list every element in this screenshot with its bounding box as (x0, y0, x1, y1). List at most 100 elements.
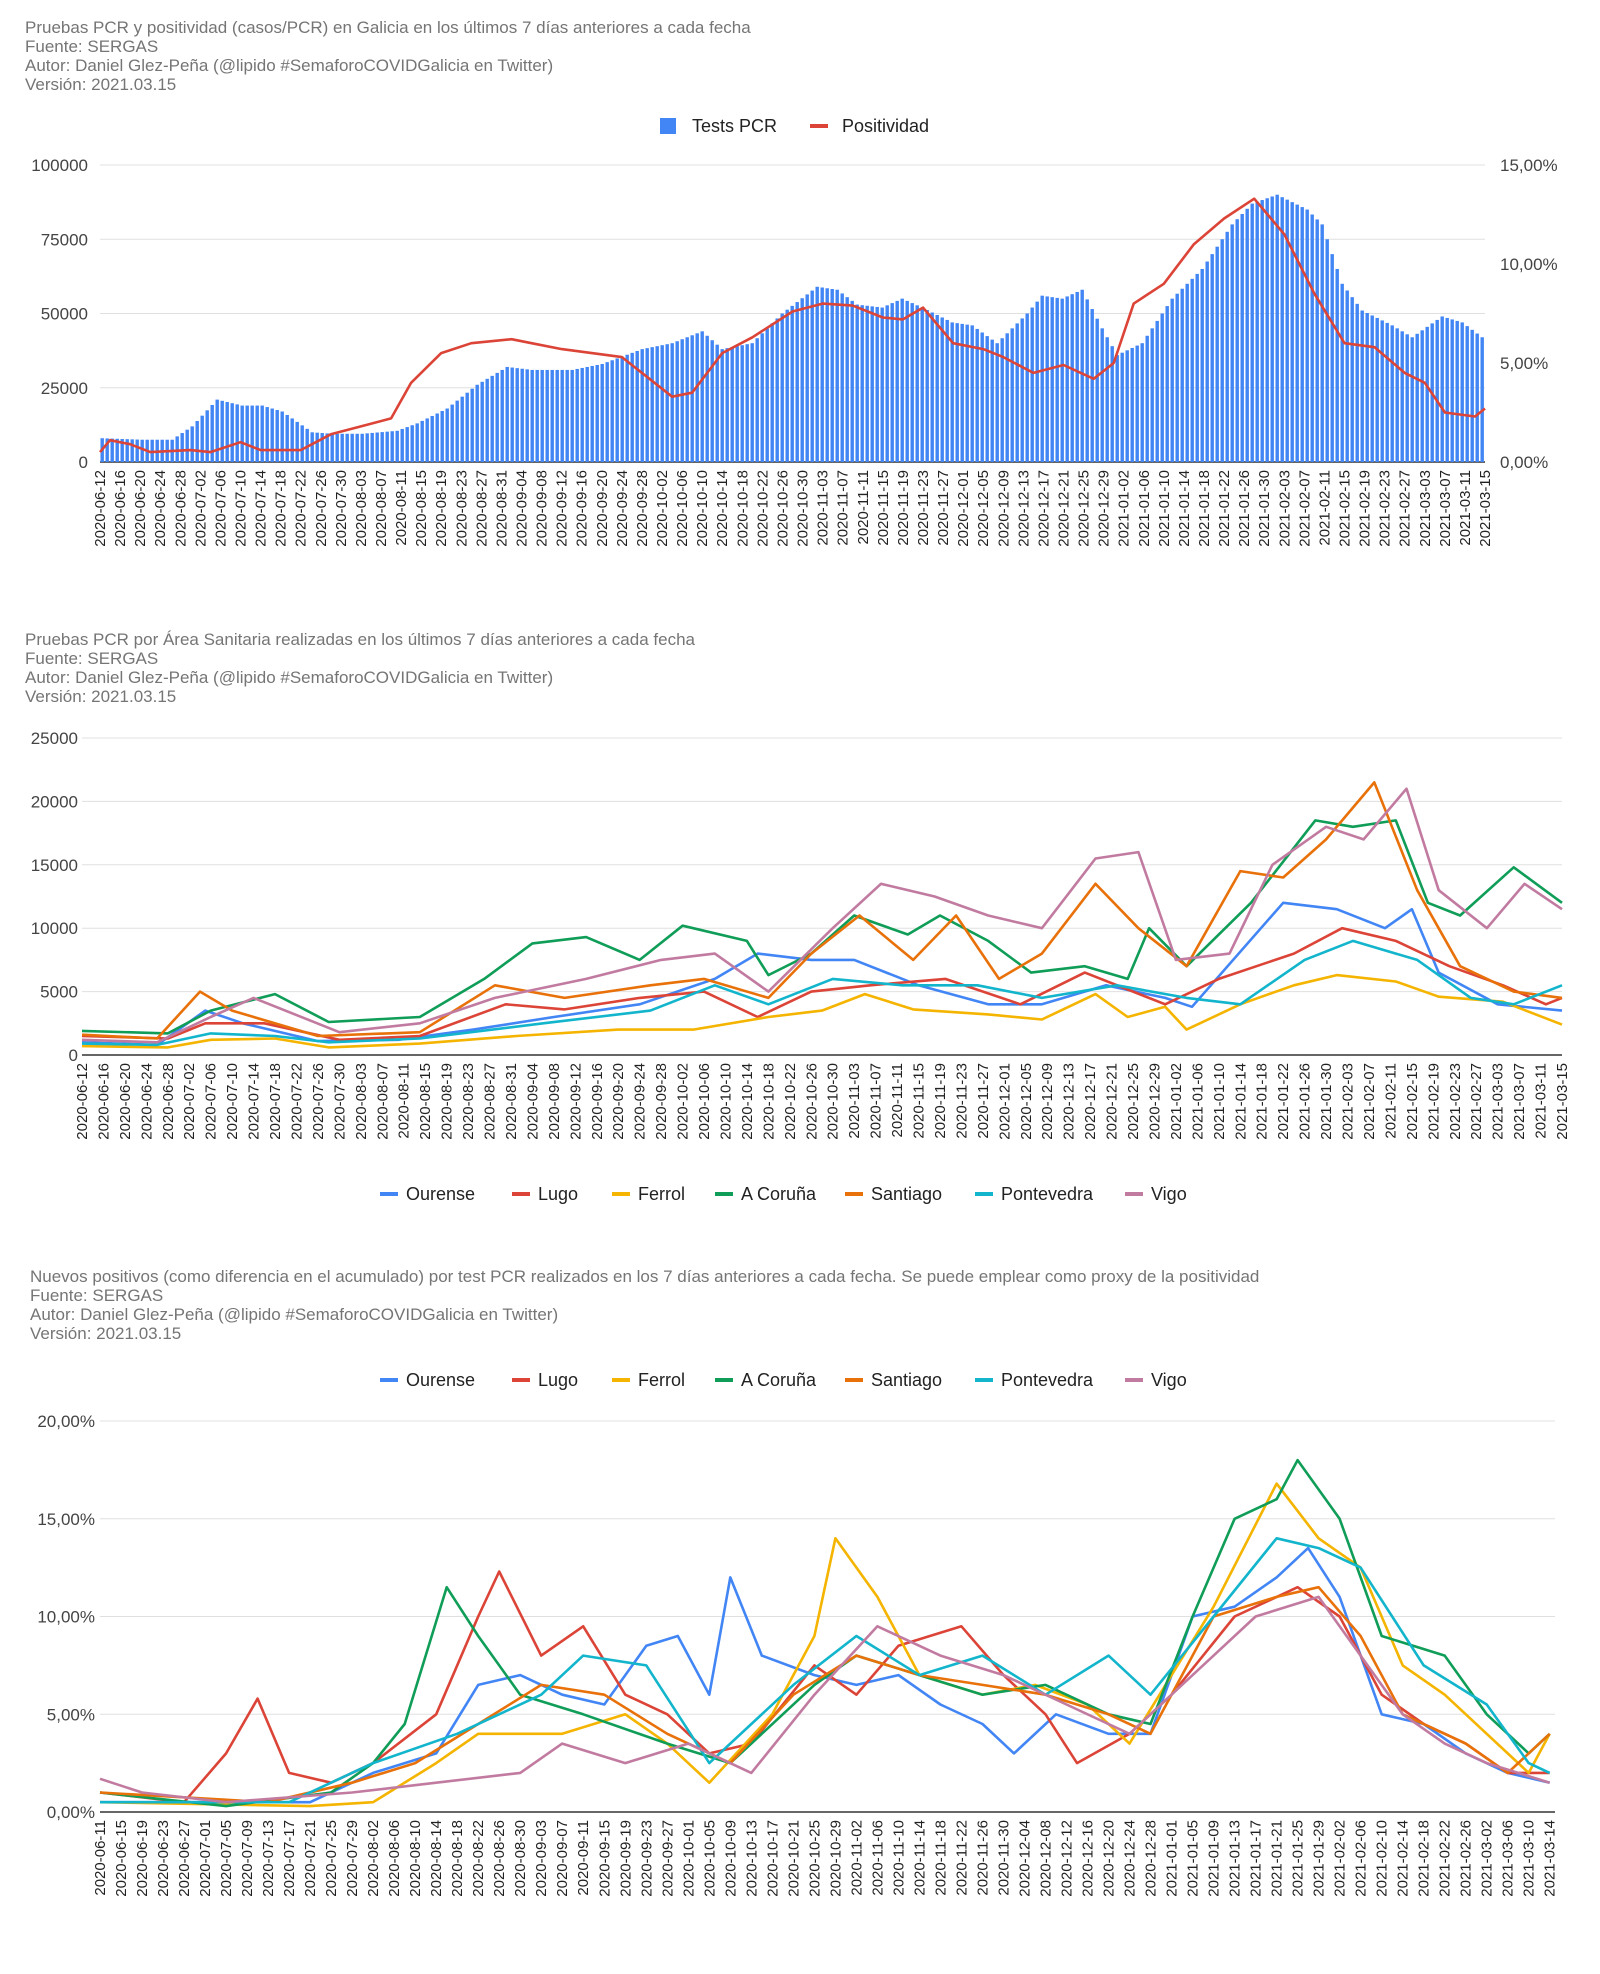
x-tick-label: 2020-06-12 (92, 470, 109, 547)
bar (1370, 315, 1374, 462)
bar (1135, 345, 1139, 462)
x-tick-label: 2021-01-18 (1254, 1063, 1271, 1140)
x-tick-label: 2020-11-15 (875, 470, 892, 546)
bar (1300, 207, 1304, 462)
x-tick-label: 2020-06-15 (113, 1820, 130, 1897)
bar (195, 421, 199, 462)
bar (1425, 326, 1429, 462)
series-line-ferrol (81, 973, 1563, 1049)
bar (390, 431, 394, 462)
bar (285, 414, 289, 462)
bar (550, 369, 554, 462)
bar (260, 405, 264, 462)
chart-version: Versión: 2021.03.15 (25, 687, 177, 706)
bar (525, 369, 529, 462)
bar (1030, 307, 1034, 462)
bar (320, 433, 324, 462)
x-tick-label: 2021-03-15 (1477, 470, 1494, 547)
bar (805, 294, 809, 462)
bar (1075, 291, 1079, 462)
x-tick-label: 2020-12-09 (995, 470, 1012, 547)
bar (740, 345, 744, 462)
bar (705, 335, 709, 462)
bar (685, 337, 689, 462)
bar (720, 349, 724, 462)
bar (115, 438, 119, 462)
chart-author: Autor: Daniel Glez-Peña (@lipido #Semafo… (30, 1305, 559, 1324)
x-tick-label: 2020-08-15 (417, 1063, 434, 1140)
bar (190, 426, 194, 462)
bar (1100, 328, 1104, 462)
chart-source: Fuente: SERGAS (25, 37, 159, 56)
bar (1480, 337, 1484, 462)
bar (240, 405, 244, 462)
bar (360, 433, 364, 462)
x-tick-label: 2021-02-07 (1361, 1063, 1378, 1140)
bar (1320, 224, 1324, 462)
x-tick-label: 2020-10-18 (760, 1063, 777, 1140)
series-line-santiago (81, 781, 1563, 1040)
bar (1280, 197, 1284, 463)
x-tick-label: 2020-10-09 (722, 1820, 739, 1897)
x-tick-label: 2020-10-05 (701, 1820, 718, 1897)
bar (290, 418, 294, 462)
x-tick-label: 2020-10-26 (774, 470, 791, 547)
x-tick-label: 2021-01-14 (1176, 470, 1193, 547)
bar (450, 404, 454, 462)
x-tick-label: 2020-07-30 (333, 470, 350, 547)
bar (1140, 343, 1144, 462)
x-tick-label: 2020-12-01 (955, 470, 972, 547)
x-tick-label: 2020-12-05 (1018, 1063, 1035, 1140)
bar (440, 411, 444, 462)
x-tick-label: 2020-12-20 (1101, 1820, 1118, 1897)
x-tick-label: 2020-06-23 (155, 1820, 172, 1897)
chart-version: Versión: 2021.03.15 (25, 75, 177, 94)
bar (1155, 320, 1159, 462)
x-tick-label: 2020-08-23 (453, 470, 470, 547)
bar (970, 325, 974, 462)
chart-source: Fuente: SERGAS (30, 1286, 164, 1305)
bar (1130, 347, 1134, 462)
x-tick-label: 2021-01-06 (1189, 1063, 1206, 1140)
y-tick-label: 0,00% (47, 1803, 95, 1822)
bar (405, 427, 409, 462)
bar (520, 368, 524, 462)
bar (1445, 317, 1449, 462)
bar (350, 433, 354, 462)
bar (1165, 306, 1169, 462)
bar (1120, 352, 1124, 462)
bar (370, 432, 374, 462)
bar (1275, 194, 1279, 462)
x-tick-label: 2020-08-19 (433, 470, 450, 547)
bar (220, 400, 224, 462)
chart-author: Autor: Daniel Glez-Peña (@lipido #Semafo… (25, 56, 554, 75)
bar (1245, 208, 1249, 462)
bar (295, 421, 299, 462)
bar (1440, 316, 1444, 462)
x-tick-label: 2020-11-18 (932, 1820, 949, 1896)
x-tick-label: 2020-06-16 (112, 470, 129, 547)
x-tick-label: 2020-10-22 (754, 470, 771, 547)
x-tick-label: 2020-08-03 (353, 470, 370, 547)
x-tick-label: 2020-10-26 (803, 1063, 820, 1140)
x-tick-label: 2020-09-07 (554, 1820, 571, 1897)
bar (1270, 196, 1274, 462)
bar (475, 384, 479, 462)
x-tick-label: 2021-02-14 (1395, 1820, 1412, 1897)
x-tick-label: 2020-10-02 (675, 1063, 692, 1140)
x-tick-label: 2020-09-27 (659, 1820, 676, 1897)
x-tick-label: 2021-02-23 (1447, 1063, 1464, 1140)
bar (1195, 273, 1199, 462)
bar (1175, 293, 1179, 462)
bar (310, 432, 314, 462)
bar (835, 289, 839, 462)
x-tick-label: 2020-11-23 (915, 470, 932, 546)
x-tick-label: 2020-12-25 (1125, 1063, 1142, 1140)
x-tick-label: 2020-12-09 (1039, 1063, 1056, 1140)
bar (980, 332, 984, 462)
x-tick-label: 2020-10-02 (654, 470, 671, 547)
series-line-lugo (81, 926, 1563, 1042)
bar (400, 428, 404, 462)
y2-tick-label: 15,00% (1500, 156, 1558, 175)
x-tick-label: 2021-01-22 (1216, 470, 1233, 547)
